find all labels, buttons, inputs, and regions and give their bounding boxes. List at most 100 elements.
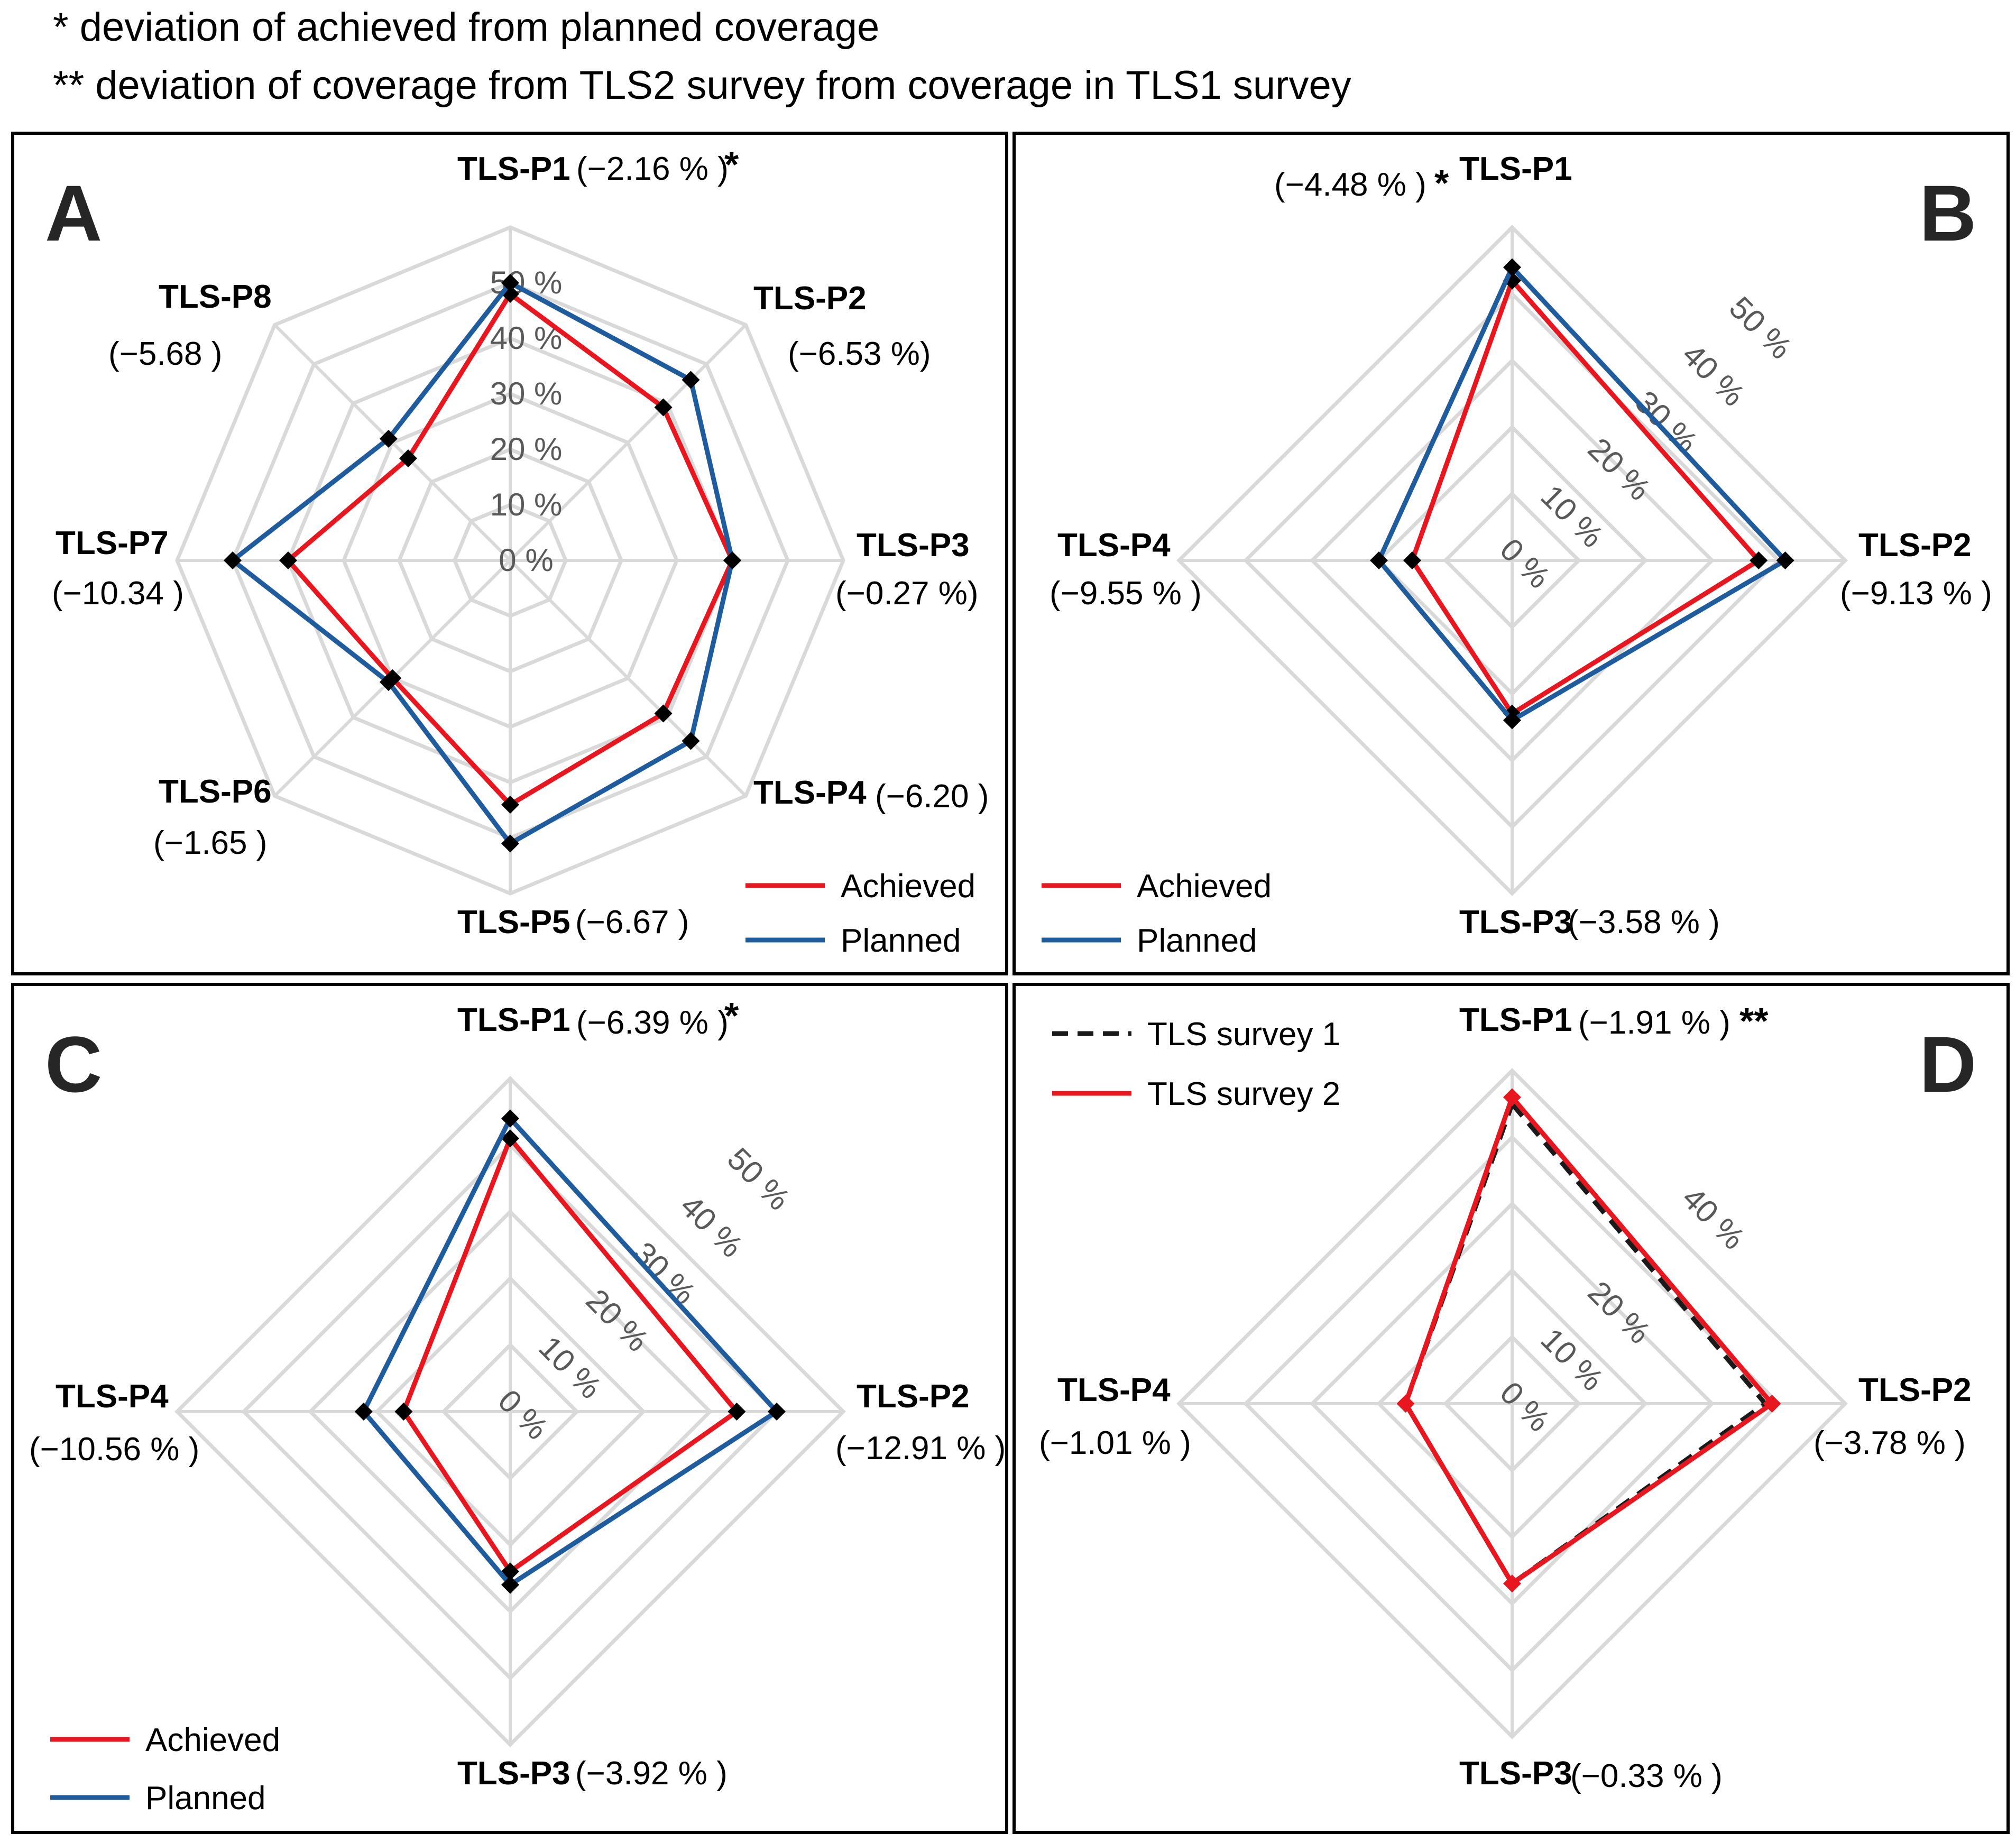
ring-value-label: 30 % [490, 376, 563, 411]
data-point-tls-p2 [1763, 1395, 1781, 1413]
category-deviation: (−3.58 % ) [1568, 904, 1720, 941]
category-deviation: (−5.68 ) [108, 336, 222, 372]
category-deviation: (−3.78 % ) [1814, 1425, 1966, 1461]
ring-value-label: 20 % [490, 431, 563, 467]
legend-label: Achieved [1137, 868, 1272, 905]
legend-label: TLS survey 2 [1147, 1076, 1340, 1112]
panel-letter: D [1919, 1020, 1976, 1109]
data-point-tls-p1 [501, 1109, 519, 1128]
category-deviation: (−10.56 % ) [29, 1431, 199, 1468]
category-label: TLS-P4 [1057, 527, 1171, 564]
data-point-tls-p4 [654, 704, 673, 723]
footnote-double-star: ** deviation of coverage from TLS2 surve… [53, 63, 1351, 108]
category-deviation: (−12.91 % ) [835, 1430, 1006, 1467]
category-deviation: (−6.39 % ) [576, 1005, 729, 1041]
data-point-tls-p4 [394, 1403, 413, 1421]
radar-panel-a: 0 %10 %20 %30 %40 %50 %TLS-P1 (−2.16 % )T… [11, 132, 1008, 975]
category-label: TLS-P4 [56, 1378, 169, 1415]
data-point-tls-p1 [501, 1129, 519, 1148]
category-deviation: (−6.67 ) [575, 904, 689, 941]
legend-label: Achieved [841, 868, 975, 905]
category-deviation: (−1.65 ) [153, 825, 267, 861]
data-point-tls-p4 [1396, 1395, 1415, 1413]
radar-panel-c: 0 %10 %20 %30 %40 %50 %TLS-P1 (−6.39 % )T… [11, 983, 1008, 1834]
deviation-star: * [724, 995, 739, 1036]
category-label: TLS-P3 [1459, 904, 1572, 941]
data-point-tls-p2 [1750, 551, 1768, 569]
category-deviation: (−9.55 % ) [1050, 575, 1202, 612]
category-deviation: (−10.34 ) [52, 575, 184, 612]
data-point-tls-p2 [768, 1403, 786, 1421]
category-label: TLS-P1 [1459, 1002, 1572, 1038]
ring-value-label: 0 % [499, 542, 553, 578]
category-label: TLS-P1 [1459, 151, 1572, 187]
data-point-tls-p5 [501, 796, 519, 814]
category-deviation: (−6.20 ) [875, 778, 989, 815]
grid-spoke [509, 559, 747, 797]
panel-letter: C [45, 1020, 102, 1109]
category-deviation: (−0.33 % ) [1570, 1758, 1723, 1794]
panel-frame [1012, 983, 2010, 1834]
grid-spoke [509, 324, 747, 562]
category-deviation: (−0.27 %) [835, 575, 979, 612]
legend-label: Planned [145, 1780, 266, 1817]
data-point-tls-p3 [1503, 1574, 1521, 1593]
deviation-star: * [724, 144, 739, 185]
data-point-tls-p1 [501, 274, 519, 292]
category-label: TLS-P2 [753, 280, 867, 317]
data-point-tls-p7 [279, 551, 297, 569]
category-deviation: (−6.53 %) [788, 336, 931, 372]
legend-label: Planned [841, 923, 961, 959]
radar-panel-b: 0 %10 %20 %30 %40 %50 %TLS-P1(−4.48 % )T… [1012, 132, 2010, 975]
legend-label: Achieved [145, 1722, 280, 1758]
series-line-planned [228, 280, 735, 847]
panel-frame [11, 983, 1008, 1834]
data-point-tls-p2 [1776, 551, 1794, 569]
footnote-single-star: * deviation of achieved from planned cov… [53, 5, 880, 50]
series-line-planned [1376, 263, 1789, 724]
category-deviation: (−9.13 % ) [1840, 575, 1992, 612]
category-label: TLS-P8 [159, 279, 272, 315]
data-point-tls-p4 [1370, 551, 1388, 569]
category-label: TLS-P4 [1057, 1372, 1171, 1408]
legend-label: TLS survey 1 [1147, 1016, 1340, 1053]
ring-value-label: 0 % [1493, 531, 1557, 595]
data-point-tls-p3 [501, 1575, 519, 1594]
panel-letter: B [1919, 169, 1976, 257]
data-point-tls-p7 [224, 551, 242, 569]
category-label: TLS-P2 [857, 1378, 970, 1415]
data-point-tls-p2 [682, 371, 700, 389]
deviation-star: * [1434, 162, 1449, 204]
data-point-tls-p8 [399, 449, 417, 467]
radar-grid [1176, 1068, 1848, 1739]
data-point-tls-p2 [728, 1403, 746, 1421]
category-deviation: (−3.92 % ) [575, 1755, 728, 1792]
legend-label: Planned [1137, 923, 1257, 959]
data-point-tls-p4 [1403, 551, 1421, 569]
data-point-tls-p4 [354, 1403, 373, 1421]
data-point-tls-p3 [1503, 711, 1521, 730]
category-label: TLS-P2 [1858, 1372, 1972, 1408]
panel-frame [1012, 132, 2010, 975]
category-label: TLS-P5 [457, 904, 570, 941]
panel-frame [11, 132, 1008, 975]
category-label: TLS-P1 [457, 151, 570, 187]
data-point-tls-p5 [501, 834, 519, 853]
ring-value-label: 50 % [1723, 290, 1799, 366]
category-label: TLS-P6 [159, 773, 272, 810]
category-deviation: (−4.48 % ) [1274, 167, 1426, 203]
deviation-star: ** [1739, 1000, 1769, 1042]
ring-value-label: 0 % [491, 1383, 555, 1446]
data-point-tls-p6 [379, 673, 398, 692]
data-point-tls-p3 [723, 551, 741, 569]
panel-letter: A [45, 169, 102, 257]
data-point-tls-p8 [379, 429, 398, 448]
series-line-tls-survey-2 [1403, 1092, 1776, 1587]
category-label: TLS-P3 [457, 1755, 570, 1792]
category-label: TLS-P3 [857, 527, 970, 564]
category-label: TLS-P2 [1858, 527, 1972, 564]
radar-grid [175, 225, 845, 896]
category-label: TLS-P7 [56, 525, 169, 561]
category-label: TLS-P1 [457, 1002, 570, 1038]
